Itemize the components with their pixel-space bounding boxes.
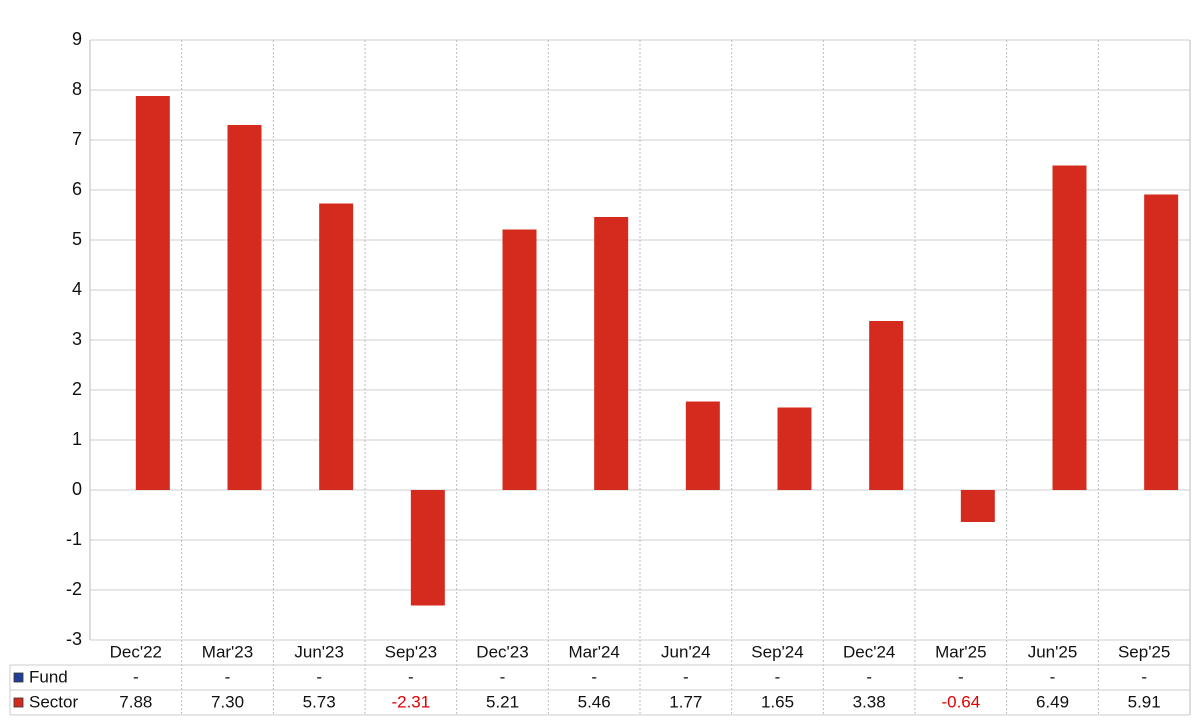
table-value: - xyxy=(500,667,506,686)
legend-label: Fund xyxy=(29,667,68,686)
table-value: 1.65 xyxy=(761,692,794,711)
table-value: - xyxy=(316,667,322,686)
table-value: - xyxy=(775,667,781,686)
x-tick-label: Jun'25 xyxy=(1028,642,1078,661)
y-tick-label: 1 xyxy=(72,429,82,449)
y-tick-label: 4 xyxy=(72,279,82,299)
legend-swatch xyxy=(13,697,24,708)
bar xyxy=(594,217,629,490)
bar xyxy=(777,407,812,490)
y-tick-label: 9 xyxy=(72,29,82,49)
table-value: -0.64 xyxy=(941,692,980,711)
bar xyxy=(502,229,537,490)
x-tick-label: Mar'23 xyxy=(202,642,253,661)
x-tick-label: Mar'25 xyxy=(935,642,986,661)
y-tick-label: 6 xyxy=(72,179,82,199)
y-tick-label: -3 xyxy=(66,629,82,649)
x-tick-label: Mar'24 xyxy=(568,642,619,661)
table-value: 5.21 xyxy=(486,692,519,711)
legend-label: Sector xyxy=(29,692,78,711)
y-tick-label: -1 xyxy=(66,529,82,549)
x-tick-label: Sep'25 xyxy=(1118,642,1170,661)
bar xyxy=(410,490,445,606)
table-value: 5.46 xyxy=(578,692,611,711)
table-value: - xyxy=(683,667,689,686)
table-value: 7.30 xyxy=(211,692,244,711)
bar xyxy=(135,96,170,490)
y-tick-label: 3 xyxy=(72,329,82,349)
table-value: - xyxy=(1050,667,1056,686)
bar xyxy=(227,125,262,490)
y-tick-label: 0 xyxy=(72,479,82,499)
bar xyxy=(319,203,354,490)
table-value: - xyxy=(958,667,964,686)
table-value: - xyxy=(133,667,139,686)
bar xyxy=(960,490,995,522)
table-value: 1.77 xyxy=(669,692,702,711)
table-value: 5.91 xyxy=(1128,692,1161,711)
bar xyxy=(685,401,720,490)
bar xyxy=(869,321,904,490)
table-value: 6.49 xyxy=(1036,692,1069,711)
table-value: - xyxy=(1141,667,1147,686)
y-tick-label: 7 xyxy=(72,129,82,149)
table-value: - xyxy=(408,667,414,686)
y-tick-label: 2 xyxy=(72,379,82,399)
table-value: - xyxy=(591,667,597,686)
y-tick-label: -2 xyxy=(66,579,82,599)
bar xyxy=(1052,165,1087,490)
table-value: -2.31 xyxy=(391,692,430,711)
y-tick-label: 8 xyxy=(72,79,82,99)
y-tick-label: 5 xyxy=(72,229,82,249)
table-value: - xyxy=(866,667,872,686)
x-tick-label: Jun'23 xyxy=(294,642,344,661)
table-value: 7.88 xyxy=(119,692,152,711)
x-tick-label: Sep'24 xyxy=(751,642,803,661)
x-tick-label: Dec'23 xyxy=(476,642,528,661)
x-tick-label: Sep'23 xyxy=(385,642,437,661)
x-tick-label: Jun'24 xyxy=(661,642,711,661)
bar xyxy=(1144,194,1179,490)
table-value: 5.73 xyxy=(303,692,336,711)
legend-swatch xyxy=(13,672,24,683)
table-value: - xyxy=(225,667,231,686)
x-tick-label: Dec'24 xyxy=(843,642,895,661)
x-tick-label: Dec'22 xyxy=(110,642,162,661)
table-value: 3.38 xyxy=(853,692,886,711)
